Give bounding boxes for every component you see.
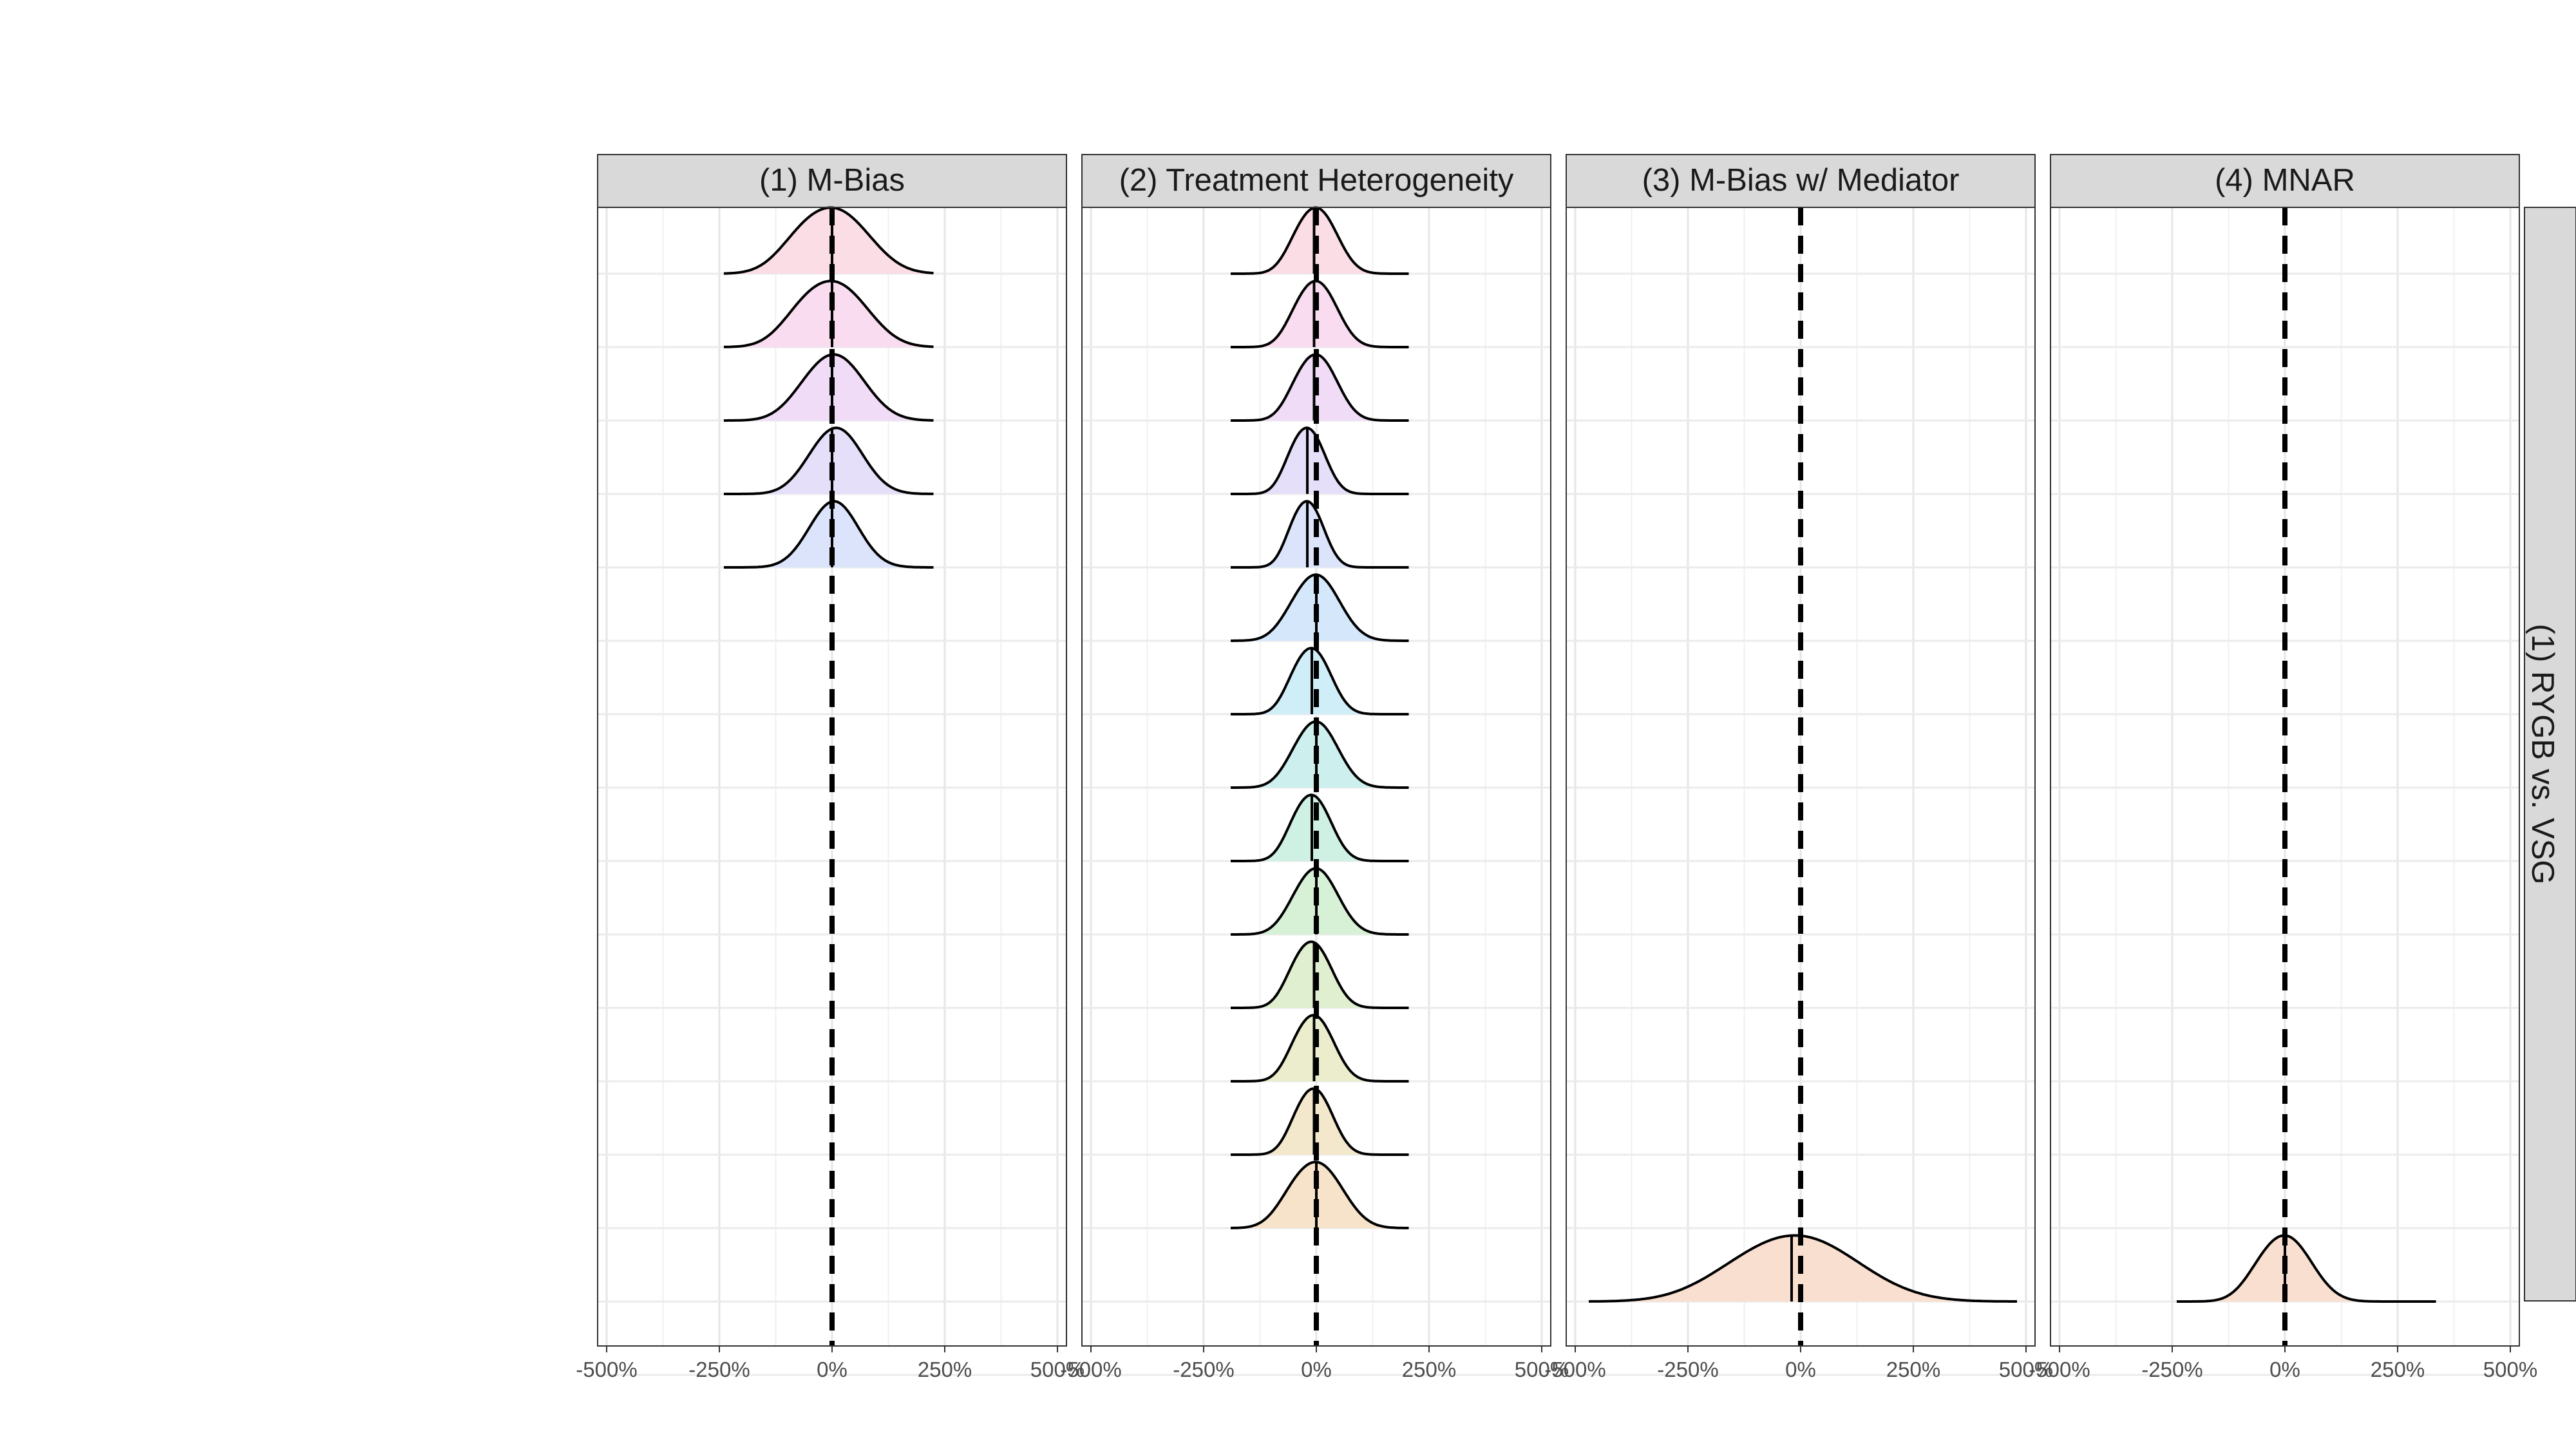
density-outline bbox=[1231, 1014, 1409, 1083]
x-tick-label: 250% bbox=[918, 1358, 972, 1381]
density-outline bbox=[724, 279, 934, 348]
density-outline bbox=[1231, 720, 1409, 789]
x-tick-label: 250% bbox=[2371, 1358, 2425, 1381]
x-tick-label: -500% bbox=[576, 1358, 637, 1381]
facet-title: (4) MNAR bbox=[2215, 163, 2355, 198]
density-outline bbox=[1231, 426, 1409, 495]
x-tick-label: -250% bbox=[2141, 1358, 2202, 1381]
x-tick-label: -500% bbox=[2029, 1358, 2090, 1381]
density-outline bbox=[1231, 353, 1409, 422]
facet-panel: (2) Treatment Heterogeneity -500% -250% 0% 2… bbox=[1060, 154, 1569, 1381]
x-tick-label: 500% bbox=[1030, 1358, 1084, 1381]
density-fill bbox=[1231, 428, 1409, 494]
density-fill bbox=[1231, 942, 1409, 1008]
density-fill bbox=[724, 501, 934, 567]
density-fill bbox=[724, 281, 934, 347]
facet-panel: (1) M-Bias -500% -250% 0% 250% 500% bbox=[576, 154, 1084, 1381]
density-fill bbox=[1231, 648, 1409, 714]
facet-title: (3) M-Bias w/ Mediator bbox=[1642, 163, 1960, 198]
density-outline bbox=[1231, 206, 1409, 275]
x-tick-label: -250% bbox=[1173, 1358, 1234, 1381]
row-strip-background bbox=[2524, 207, 2576, 1302]
density-outline bbox=[1231, 1087, 1409, 1156]
x-tick-label: 500% bbox=[1515, 1358, 1569, 1381]
x-tick-label: 0% bbox=[817, 1358, 848, 1381]
density-fill bbox=[724, 207, 934, 274]
panels-layer: (1) M-Bias-500% -250% 0% 250% 500%(2) Treatm… bbox=[576, 154, 2537, 1381]
facet-strip bbox=[1566, 154, 2036, 208]
density-fill bbox=[1231, 501, 1409, 567]
x-tick-label: -500% bbox=[1544, 1358, 1605, 1381]
density-fill bbox=[1231, 354, 1409, 421]
density-outline bbox=[1231, 279, 1409, 348]
density-outline bbox=[724, 353, 934, 422]
density-outline bbox=[1231, 500, 1409, 569]
density-outline bbox=[2177, 1234, 2436, 1303]
density-fill bbox=[1231, 574, 1409, 641]
density-fill bbox=[724, 354, 934, 421]
density-fill bbox=[1231, 795, 1409, 861]
density-outline bbox=[724, 426, 934, 495]
x-tick-label: 250% bbox=[1402, 1358, 1456, 1381]
x-tick-label: 0% bbox=[1301, 1358, 1332, 1381]
facet-panel: (3) M-Bias w/ Mediator -500% -250% 0% 250% 50… bbox=[1544, 154, 2053, 1381]
x-tick-label: 500% bbox=[1999, 1358, 2053, 1381]
row-strip-label: (1) RYGB vs. VSG bbox=[2525, 624, 2560, 885]
facet-title: (2) Treatment Heterogeneity bbox=[1119, 163, 1514, 198]
density-fill bbox=[1231, 1088, 1409, 1155]
x-tick-label: -250% bbox=[688, 1358, 750, 1381]
facet-strip bbox=[1081, 154, 1551, 208]
density-fill bbox=[1231, 207, 1409, 274]
density-outline bbox=[1231, 1160, 1409, 1229]
density-fill bbox=[1231, 281, 1409, 347]
density-fill bbox=[724, 428, 934, 494]
x-tick-label: 0% bbox=[2269, 1358, 2300, 1381]
density-outline bbox=[1231, 793, 1409, 862]
x-tick-label: 250% bbox=[1886, 1358, 1940, 1381]
x-tick-label: 500% bbox=[2483, 1358, 2537, 1381]
x-tick-label: -500% bbox=[1060, 1358, 1121, 1381]
density-fill bbox=[1231, 1015, 1409, 1081]
density-outline bbox=[1231, 940, 1409, 1009]
x-tick-label: -250% bbox=[1657, 1358, 1718, 1381]
facet-strip bbox=[597, 154, 1067, 208]
facet-title: (1) M-Bias bbox=[759, 163, 905, 198]
density-fill bbox=[1231, 721, 1409, 788]
density-fill bbox=[1231, 1162, 1409, 1228]
facet-panel: (4) MNAR -500% -250% 0% 250% 500% bbox=[2029, 154, 2537, 1381]
row-facet-strip: (1) RYGB vs. VSG bbox=[2524, 207, 2576, 1302]
density-outline bbox=[1231, 647, 1409, 715]
density-fill bbox=[1231, 868, 1409, 934]
density-outline bbox=[1231, 573, 1409, 642]
x-tick-label: 0% bbox=[1785, 1358, 1816, 1381]
density-outline bbox=[1231, 867, 1409, 936]
density-outline bbox=[724, 500, 934, 569]
